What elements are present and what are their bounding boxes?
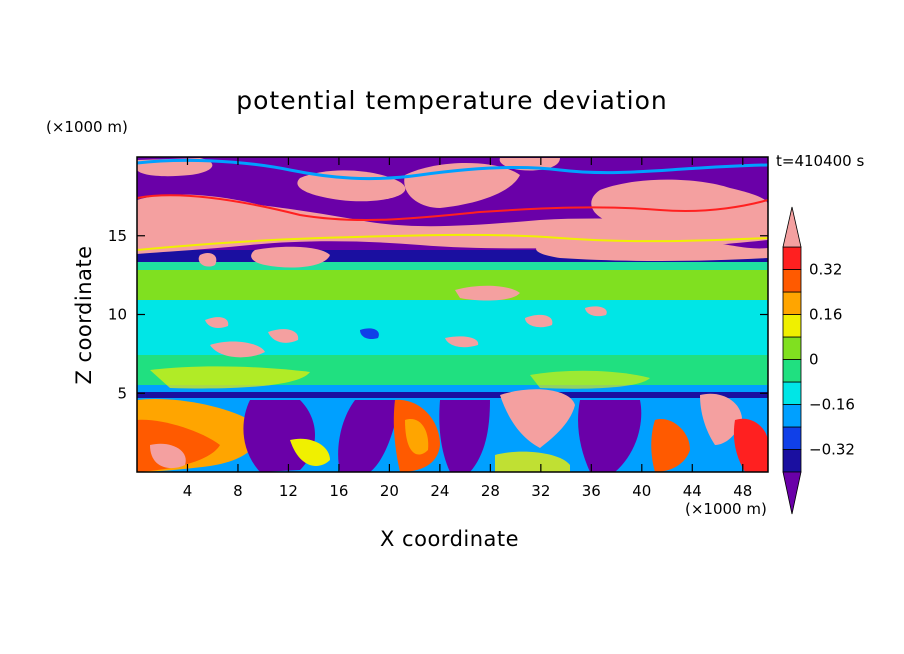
x-tick-label: 48 [733,482,752,500]
x-axis-unit: (×1000 m) [685,500,767,518]
colorbar-box [782,381,802,405]
x-axis-label: X coordinate [380,527,520,551]
colorbar-box [782,336,802,360]
time-label: t=410400 s [776,152,865,170]
x-tick-label: 32 [531,482,550,500]
colorbar-label: 0.32 [809,261,842,279]
y-axis-unit: (×1000 m) [46,118,128,136]
colorbar-label: −0.16 [809,396,855,414]
x-tick-label: 40 [632,482,651,500]
colorbar-box [782,449,802,473]
colorbar-box [782,426,802,450]
colorbar-label: 0.16 [809,306,842,324]
colorbar-box [782,246,802,270]
x-tick-label: 16 [329,482,348,500]
x-tick-label: 20 [380,482,399,500]
chart-title: potential temperature deviation [236,86,668,115]
colorbar-box [782,404,802,428]
colorbar-box [782,314,802,338]
x-axis-ticks: 4 8 12 16 20 24 28 32 36 40 44 48 [183,157,752,500]
x-tick-label: 12 [279,482,298,500]
x-tick-label: 28 [481,482,500,500]
colorbar-label: 0 [809,351,819,369]
colorbar-box [782,291,802,315]
y-tick-label: 15 [108,227,127,245]
colorbar-label: −0.32 [809,441,855,459]
y-tick-label: 10 [108,306,127,324]
heatmap-field [137,157,768,472]
x-tick-label: 8 [233,482,243,500]
colorbar-under-triangle [782,471,802,515]
colorbar-box [782,269,802,293]
colorbar-box [782,359,802,383]
x-tick-label: 44 [683,482,702,500]
colorbar-over-triangle [782,206,802,248]
y-tick-label: 5 [117,384,127,402]
x-tick-label: 36 [582,482,601,500]
colorbar [782,206,802,515]
x-tick-label: 24 [430,482,449,500]
colorbar-labels: 0.32 0.16 0 −0.16 −0.32 [809,261,855,459]
y-axis-ticks: 5 10 15 [108,227,768,402]
x-tick-label: 4 [183,482,193,500]
